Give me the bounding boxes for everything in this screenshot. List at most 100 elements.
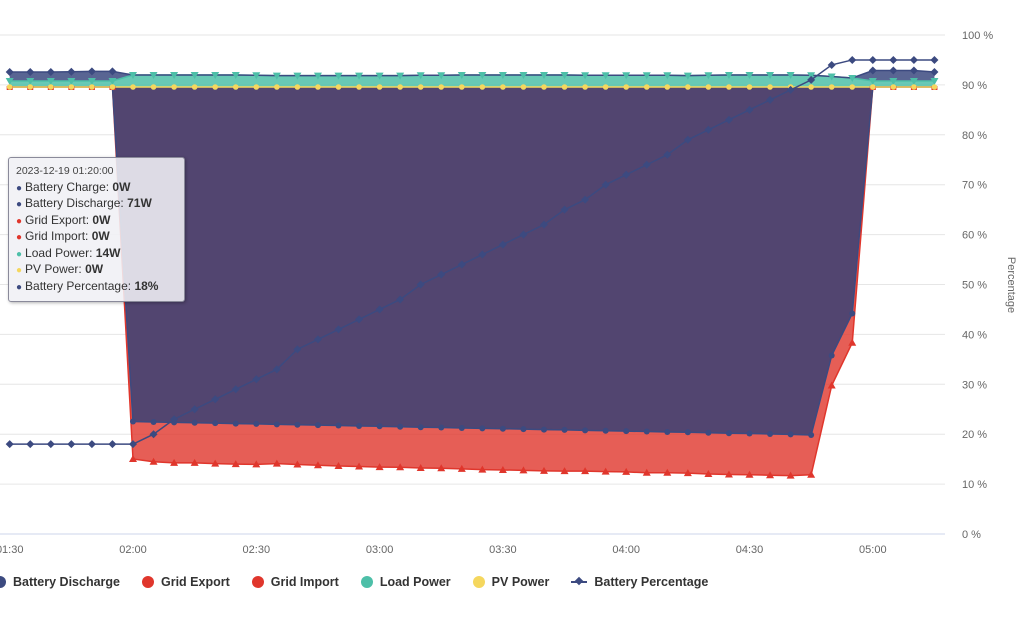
grid-import-point bbox=[642, 468, 651, 476]
tooltip: 2023-12-19 01:20:00 ● Battery Charge: 0W ●… bbox=[8, 157, 185, 302]
legend-item[interactable]: Battery Discharge bbox=[0, 575, 120, 589]
load-power-point bbox=[889, 78, 898, 85]
battery-percentage-point bbox=[724, 115, 733, 124]
circle-marker-icon bbox=[251, 576, 264, 588]
y-tick-label: 40 % bbox=[962, 329, 987, 341]
battery-percentage-point bbox=[437, 270, 446, 279]
pv-power-point bbox=[27, 84, 34, 90]
series-dot-icon: ● bbox=[16, 199, 23, 210]
pv-power-point bbox=[541, 84, 547, 90]
load-power-point bbox=[170, 72, 179, 79]
battery-percentage-point bbox=[252, 375, 261, 384]
pv-power-point bbox=[376, 84, 383, 90]
battery-discharge-point bbox=[868, 66, 877, 75]
tooltip-value: 18% bbox=[134, 278, 159, 293]
pv-power-point bbox=[664, 84, 671, 90]
tooltip-row: ● Battery Charge: 0W bbox=[16, 180, 177, 197]
battery-percentage-point bbox=[149, 430, 158, 439]
grid-import-point bbox=[807, 470, 816, 478]
load-power-point bbox=[704, 72, 713, 80]
tooltip-label: PV Power: bbox=[25, 262, 86, 276]
battery-percentage-point bbox=[540, 220, 548, 229]
battery-charge-point bbox=[438, 424, 445, 431]
battery-percentage-point bbox=[930, 55, 939, 64]
tooltip-value: 0W bbox=[92, 212, 111, 227]
legend-item[interactable]: Grid Import bbox=[251, 575, 339, 589]
tooltip-label: Battery Charge: bbox=[25, 179, 113, 194]
x-tick-label: 03:30 bbox=[489, 544, 517, 556]
grid-import-point bbox=[766, 471, 775, 479]
battery-charge-point bbox=[746, 430, 753, 437]
pv-power-point bbox=[438, 84, 445, 90]
legend-label: Load Power bbox=[379, 575, 451, 589]
legend-item[interactable]: PV Power bbox=[472, 575, 550, 589]
legend-label: PV Power bbox=[491, 575, 550, 589]
battery-charge-point bbox=[808, 432, 815, 438]
y-tick-label: 50 % bbox=[962, 280, 987, 292]
load-power-point bbox=[909, 78, 918, 85]
pv-power-point bbox=[191, 84, 198, 90]
pv-power-point bbox=[232, 84, 239, 90]
battery-charge-point bbox=[623, 428, 630, 435]
load-power-point bbox=[683, 72, 692, 80]
load-power-point bbox=[129, 72, 137, 79]
tooltip-label: Load Power: bbox=[25, 245, 96, 260]
load-power-point bbox=[437, 72, 446, 80]
load-power-point bbox=[5, 78, 14, 85]
battery-percentage-point bbox=[416, 280, 425, 289]
load-power-point bbox=[848, 75, 857, 82]
y-tick-label: 70 % bbox=[962, 180, 987, 192]
battery-charge-point bbox=[356, 423, 363, 429]
load-power-point bbox=[252, 72, 261, 80]
battery-percentage-point bbox=[560, 205, 569, 214]
grid-import-point bbox=[560, 467, 569, 475]
grid-import-point bbox=[416, 464, 425, 471]
tooltip-row: ● Grid Export: 0W bbox=[16, 213, 177, 230]
battery-charge-point bbox=[787, 431, 794, 438]
load-power-point bbox=[396, 72, 405, 80]
battery-charge-point bbox=[150, 418, 157, 425]
battery-percentage-point bbox=[581, 195, 590, 204]
y-tick-label: 90 % bbox=[962, 80, 987, 92]
load-power-point bbox=[622, 72, 631, 80]
grid-import-point bbox=[211, 459, 220, 467]
battery-charge-point bbox=[849, 310, 856, 317]
load-power-point bbox=[745, 72, 754, 79]
load-power-point bbox=[272, 72, 281, 80]
load-power-point bbox=[149, 72, 158, 79]
battery-percentage-point bbox=[889, 55, 898, 64]
battery-discharge-point bbox=[889, 66, 898, 75]
circle-marker-icon bbox=[142, 576, 154, 588]
battery-discharge-point bbox=[26, 68, 35, 76]
x-tick-label: 02:00 bbox=[119, 544, 147, 556]
tooltip-label: Battery Discharge: bbox=[25, 196, 128, 210]
battery-percentage-point bbox=[457, 260, 466, 269]
battery-charge-point bbox=[212, 420, 219, 427]
pv-power-point bbox=[212, 84, 218, 90]
battery-percentage-point bbox=[868, 55, 877, 64]
battery-charge-point bbox=[294, 421, 301, 428]
pv-power-point bbox=[520, 84, 527, 90]
load-power-point bbox=[930, 78, 939, 85]
pv-power-point bbox=[171, 84, 177, 90]
legend-item[interactable]: Battery Percentage bbox=[571, 575, 708, 589]
load-power-point bbox=[293, 72, 302, 80]
pv-power-point bbox=[130, 84, 136, 90]
grid-import-point bbox=[170, 458, 179, 466]
battery-discharge-point bbox=[5, 68, 14, 76]
battery-charge-point bbox=[130, 418, 136, 425]
pv-power-point bbox=[150, 84, 157, 90]
grid-import-point bbox=[313, 461, 322, 469]
pv-power-point bbox=[767, 84, 773, 90]
load-power-point bbox=[498, 72, 507, 79]
battery-discharge-point bbox=[46, 68, 55, 76]
load-power-point bbox=[87, 78, 96, 85]
grid-import-point bbox=[355, 462, 364, 470]
tooltip-label: Battery Percentage: bbox=[25, 278, 135, 293]
legend-item[interactable]: Load Power bbox=[360, 575, 451, 589]
legend-item[interactable]: Grid Export bbox=[142, 575, 230, 589]
pv-power-point bbox=[561, 84, 568, 90]
grid-import-point bbox=[683, 469, 692, 477]
pv-power-point bbox=[602, 84, 609, 90]
legend-label: Battery Percentage bbox=[594, 575, 709, 589]
